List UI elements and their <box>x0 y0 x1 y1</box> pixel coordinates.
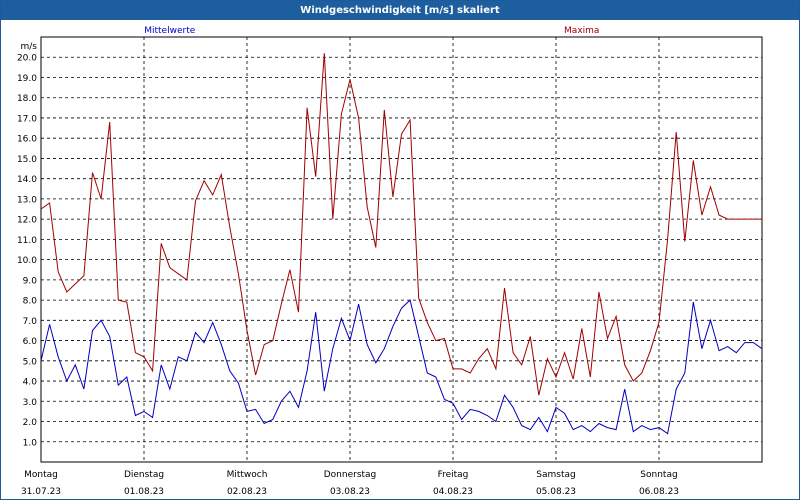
day-name-label: Montag <box>24 470 58 480</box>
y-tick-label: 17.0 <box>17 114 37 124</box>
window-title: Windgeschwindigkeit [m/s] skaliert <box>1 1 799 20</box>
y-tick-label: 3.0 <box>23 398 38 408</box>
day-name-label: Sonntag <box>640 470 677 480</box>
y-tick-label: 1.0 <box>23 438 38 448</box>
y-tick-label: 12.0 <box>17 216 37 226</box>
day-name-label: Freitag <box>438 470 469 480</box>
legend-maxima: Maxima <box>564 26 599 36</box>
day-name-label: Samstag <box>536 470 575 480</box>
y-tick-label: 11.0 <box>17 236 37 246</box>
y-tick-label: 7.0 <box>23 317 38 327</box>
legend-mittelwerte: Mittelwerte <box>144 26 195 36</box>
y-tick-label: 20.0 <box>17 54 37 64</box>
series-line-mittelwerte <box>40 299 763 435</box>
y-tick-label: 5.0 <box>23 357 38 367</box>
y-tick-label: 4.0 <box>23 378 38 388</box>
plot-area <box>40 36 763 463</box>
y-tick-label: 14.0 <box>17 175 37 185</box>
day-name-label: Dienstag <box>124 470 164 480</box>
day-date-label: 04.08.23 <box>433 487 473 497</box>
day-date-label: 31.07.23 <box>21 487 61 497</box>
y-tick-label: 16.0 <box>17 135 37 145</box>
y-tick-label: 6.0 <box>23 337 38 347</box>
day-date-label: 03.08.23 <box>330 487 370 497</box>
day-date-label: 06.08.23 <box>639 487 679 497</box>
y-axis-label: m/s <box>21 42 38 52</box>
day-date-label: 05.08.23 <box>536 487 576 497</box>
y-tick-label: 2.0 <box>23 418 38 428</box>
day-name-label: Donnerstag <box>324 470 377 480</box>
y-tick-label: 15.0 <box>17 155 37 165</box>
day-date-label: 02.08.23 <box>227 487 267 497</box>
y-tick-label: 9.0 <box>23 276 38 286</box>
y-tick-label: 8.0 <box>23 297 38 307</box>
y-tick-label: 13.0 <box>17 195 37 205</box>
day-date-label: 01.08.23 <box>124 487 164 497</box>
y-tick-label: 18.0 <box>17 94 37 104</box>
day-name-label: Mittwoch <box>227 470 268 480</box>
series-line-maxima <box>40 53 762 396</box>
y-tick-label: 19.0 <box>17 74 37 84</box>
y-tick-label: 10.0 <box>17 256 37 266</box>
